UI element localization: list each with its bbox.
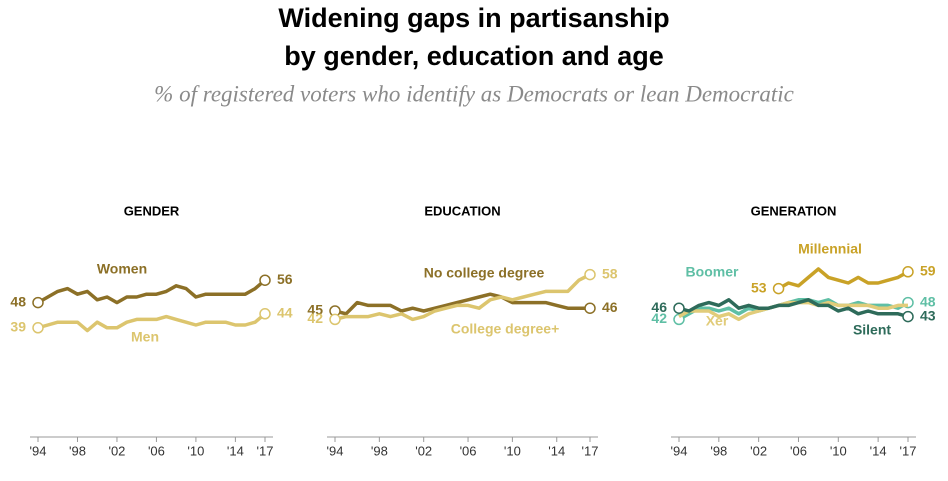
value-label: 46 — [651, 299, 667, 315]
series-label: No college degree — [424, 265, 545, 281]
end-point — [584, 268, 596, 281]
chart-title: Widening gaps in partisanship — [278, 3, 669, 33]
value-label: 56 — [277, 271, 293, 287]
x-tick-label: '02 — [108, 443, 125, 458]
x-tick-label: '10 — [830, 443, 847, 458]
end-point — [673, 302, 685, 314]
value-label: 39 — [10, 319, 26, 335]
x-tick-label: '14 — [548, 443, 565, 458]
chart-title: by gender, education and age — [284, 41, 664, 71]
series-label: Xer — [706, 313, 729, 329]
series-line — [334, 273, 591, 322]
value-label: 42 — [651, 310, 667, 326]
end-point — [772, 282, 785, 295]
x-tick-label: '98 — [371, 443, 388, 458]
end-point — [902, 310, 914, 323]
value-label: 59 — [920, 263, 936, 279]
panel-title: GENDER — [124, 203, 180, 218]
end-point — [584, 302, 596, 314]
end-point — [32, 296, 44, 309]
x-tick-label: '14 — [227, 443, 244, 458]
x-tick-label: '17 — [257, 443, 274, 458]
x-tick-label: '14 — [870, 443, 887, 458]
panel-title: EDUCATION — [424, 203, 500, 218]
x-tick-label: '06 — [790, 443, 807, 458]
series-label: College degree+ — [451, 321, 560, 337]
value-label: 48 — [920, 293, 936, 309]
x-tick-label: '06 — [460, 443, 477, 458]
series-label: Millennial — [798, 241, 862, 257]
series-label: Men — [131, 329, 159, 345]
panel-title: GENERATION — [751, 203, 837, 218]
end-point — [329, 313, 341, 326]
x-tick-label: '94 — [671, 443, 688, 458]
x-tick-label: '10 — [504, 443, 521, 458]
series-line — [37, 312, 267, 333]
x-tick-label: '98 — [69, 443, 86, 458]
value-label: 44 — [277, 305, 293, 321]
value-label: 46 — [602, 299, 618, 315]
value-label: 43 — [920, 307, 936, 323]
series-line — [678, 298, 909, 319]
end-point — [32, 322, 44, 334]
x-tick-label: '94 — [327, 443, 344, 458]
end-point — [259, 308, 271, 320]
value-label: 53 — [751, 279, 767, 295]
x-tick-label: '98 — [710, 443, 727, 458]
value-label: 58 — [602, 265, 618, 281]
series-label: Women — [97, 261, 147, 277]
end-point — [259, 274, 271, 286]
series-label: Silent — [853, 322, 891, 338]
x-tick-label: '10 — [187, 443, 204, 458]
x-tick-label: '94 — [30, 443, 47, 458]
series-line — [334, 292, 590, 316]
value-label: 45 — [307, 302, 323, 318]
end-point — [902, 266, 914, 278]
value-label: 42 — [307, 310, 323, 326]
series-label: Boomer — [686, 264, 739, 280]
x-tick-label: '02 — [415, 443, 432, 458]
series-line — [777, 267, 909, 291]
value-label: 48 — [10, 293, 26, 309]
x-tick-label: '02 — [750, 443, 767, 458]
x-tick-label: '17 — [582, 443, 599, 458]
chart-subtitle: % of registered voters who identify as D… — [154, 81, 794, 106]
x-tick-label: '06 — [148, 443, 165, 458]
x-tick-label: '17 — [900, 443, 917, 458]
series-line — [37, 278, 267, 305]
